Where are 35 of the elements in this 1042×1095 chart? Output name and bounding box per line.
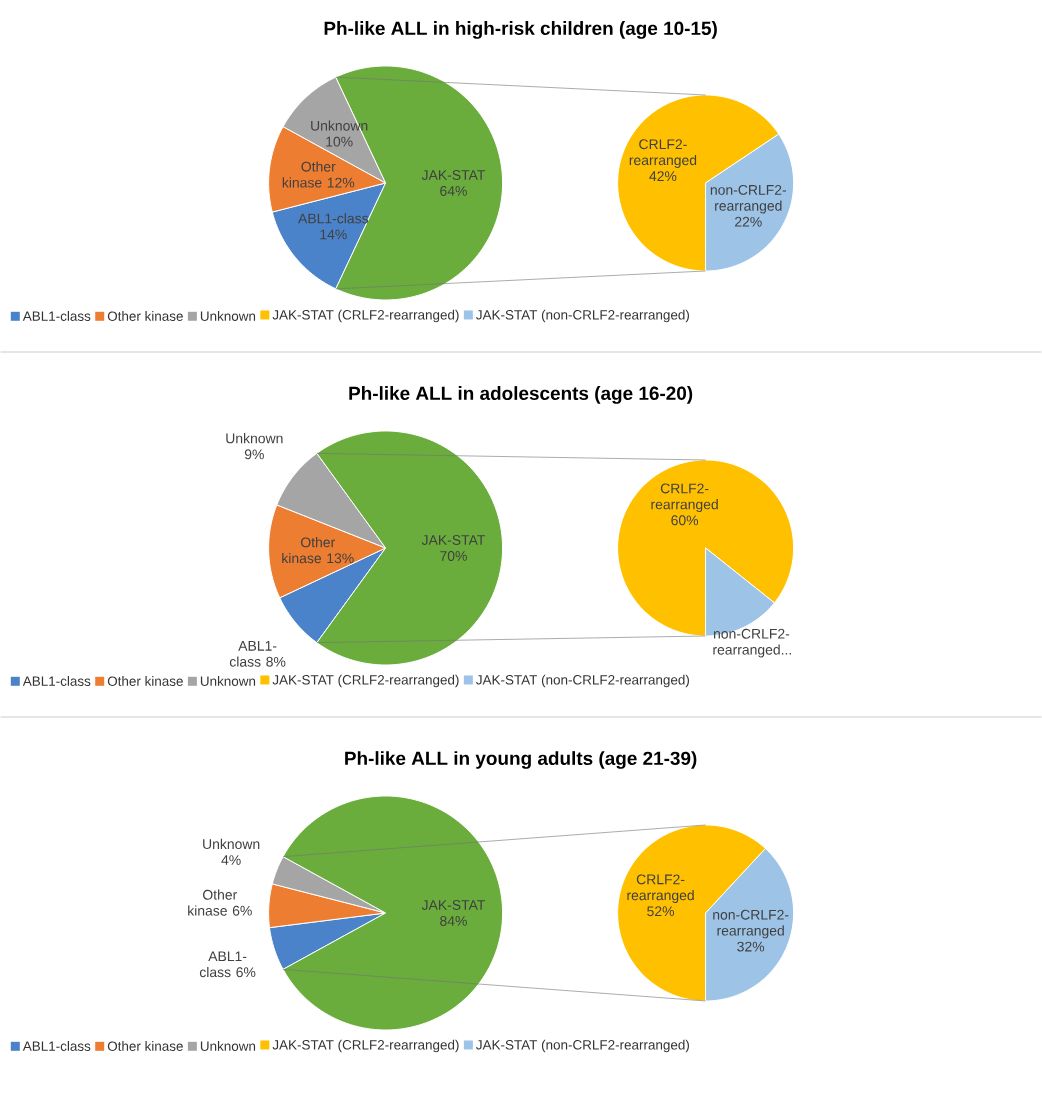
data-label: CRLF2-rearranged 42%: [629, 139, 697, 182]
data-label: Other kinase 12%: [282, 161, 355, 188]
data-label: CRLF2-rearranged 52%: [627, 874, 694, 917]
data-label: ABL1-class 6%: [199, 951, 256, 978]
legend-label: JAK-STAT (non-CRLF2-rearranged): [475, 1039, 689, 1053]
legend-label: ABL1-class: [22, 311, 91, 321]
legend-label: JAK-STAT (CRLF2-rearranged): [272, 1039, 459, 1053]
data-label: Other kinase 6%: [188, 889, 252, 916]
data-label: non-CRLF2-rearranged 32%: [713, 909, 789, 952]
data-label: ABL1-class 8%: [229, 641, 286, 667]
legend-label: JAK-STAT (non-CRLF2-rearranged): [475, 309, 689, 323]
legend-label: JAK-STAT (CRLF2-rearranged): [272, 674, 459, 688]
chart-title: Ph-like ALL in adolescents (age 16-20): [349, 386, 693, 404]
data-label: non-CRLF2-rearranged 22%: [710, 184, 786, 227]
chart-title: Ph-like ALL in high-risk children (age 10-15): [324, 21, 717, 39]
legend-label: Unknown: [200, 1041, 255, 1051]
data-label: JAK-STAT 70%: [421, 535, 485, 561]
data-label: non-CRLF2-rearranged...: [713, 628, 791, 658]
data-label: CRLF2-rearranged 60%: [651, 483, 718, 526]
data-label: ABL1-class 14%: [297, 213, 368, 240]
legend-label: Other kinase: [107, 676, 183, 686]
legend-label: Other kinase: [107, 1041, 183, 1051]
chart-title: Ph-like ALL in young adults (age 21-39): [345, 751, 697, 769]
data-label: Unknown 4%: [203, 838, 260, 865]
legend-label: JAK-STAT (non-CRLF2-rearranged): [475, 674, 689, 688]
data-label: JAK-STAT 84%: [421, 900, 485, 926]
data-label: Other kinase 13%: [282, 537, 354, 564]
legend-label: Unknown: [200, 311, 255, 321]
legend-label: Unknown: [200, 676, 255, 686]
legend-label: Other kinase: [107, 311, 183, 321]
legend-label: ABL1-class: [22, 676, 91, 686]
legend-label: ABL1-class: [22, 1041, 91, 1051]
data-label: JAK-STAT 64%: [421, 170, 485, 196]
legend-label: JAK-STAT (CRLF2-rearranged): [272, 309, 459, 323]
data-label: Unknown 9%: [226, 433, 283, 460]
